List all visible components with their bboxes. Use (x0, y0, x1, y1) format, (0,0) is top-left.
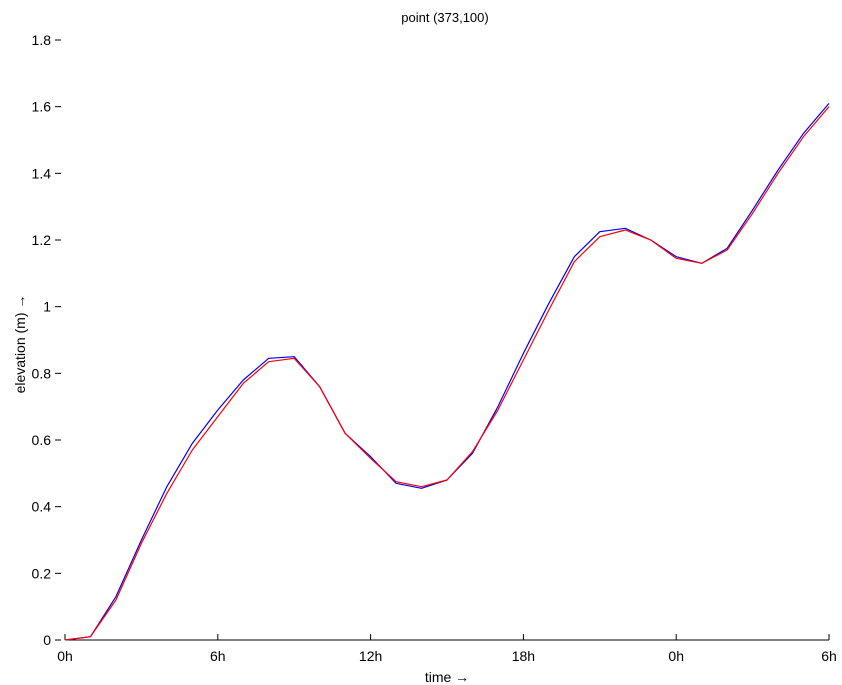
x-tick-label: 18h (512, 648, 535, 664)
y-axis-title: elevation (m) → (12, 295, 28, 394)
x-axis-title: time → (425, 669, 469, 685)
series-line-1 (64, 102, 830, 641)
series-line-2 (64, 106, 830, 641)
x-tick-label: 12h (359, 648, 382, 664)
x-tick-label: 6h (821, 648, 837, 664)
x-axis-ticks: 0h 6h 12h 18h 0h 6h (57, 634, 837, 664)
y-axis-ticks: 0 0.2 0.4 0.6 0.8 1 1.2 1.4 1.6 1.8 (32, 32, 61, 648)
x-tick-label: 6h (210, 648, 226, 664)
x-tick-label: 0h (668, 648, 684, 664)
y-tick-label: 1 (43, 299, 51, 315)
y-tick-label: 1.2 (32, 232, 52, 248)
x-tick-label: 0h (57, 648, 73, 664)
y-tick-label: 1.4 (32, 165, 52, 181)
y-tick-label: 1.6 (32, 99, 52, 115)
series-layer (64, 102, 830, 641)
chart-title: point (373,100) (401, 10, 488, 25)
y-tick-label: 0.4 (32, 499, 52, 515)
y-tick-label: 0.8 (32, 365, 52, 381)
y-tick-label: 1.8 (32, 32, 52, 48)
y-tick-label: 0.2 (32, 565, 52, 581)
y-tick-label: 0.6 (32, 432, 52, 448)
y-tick-label: 0 (43, 632, 51, 648)
